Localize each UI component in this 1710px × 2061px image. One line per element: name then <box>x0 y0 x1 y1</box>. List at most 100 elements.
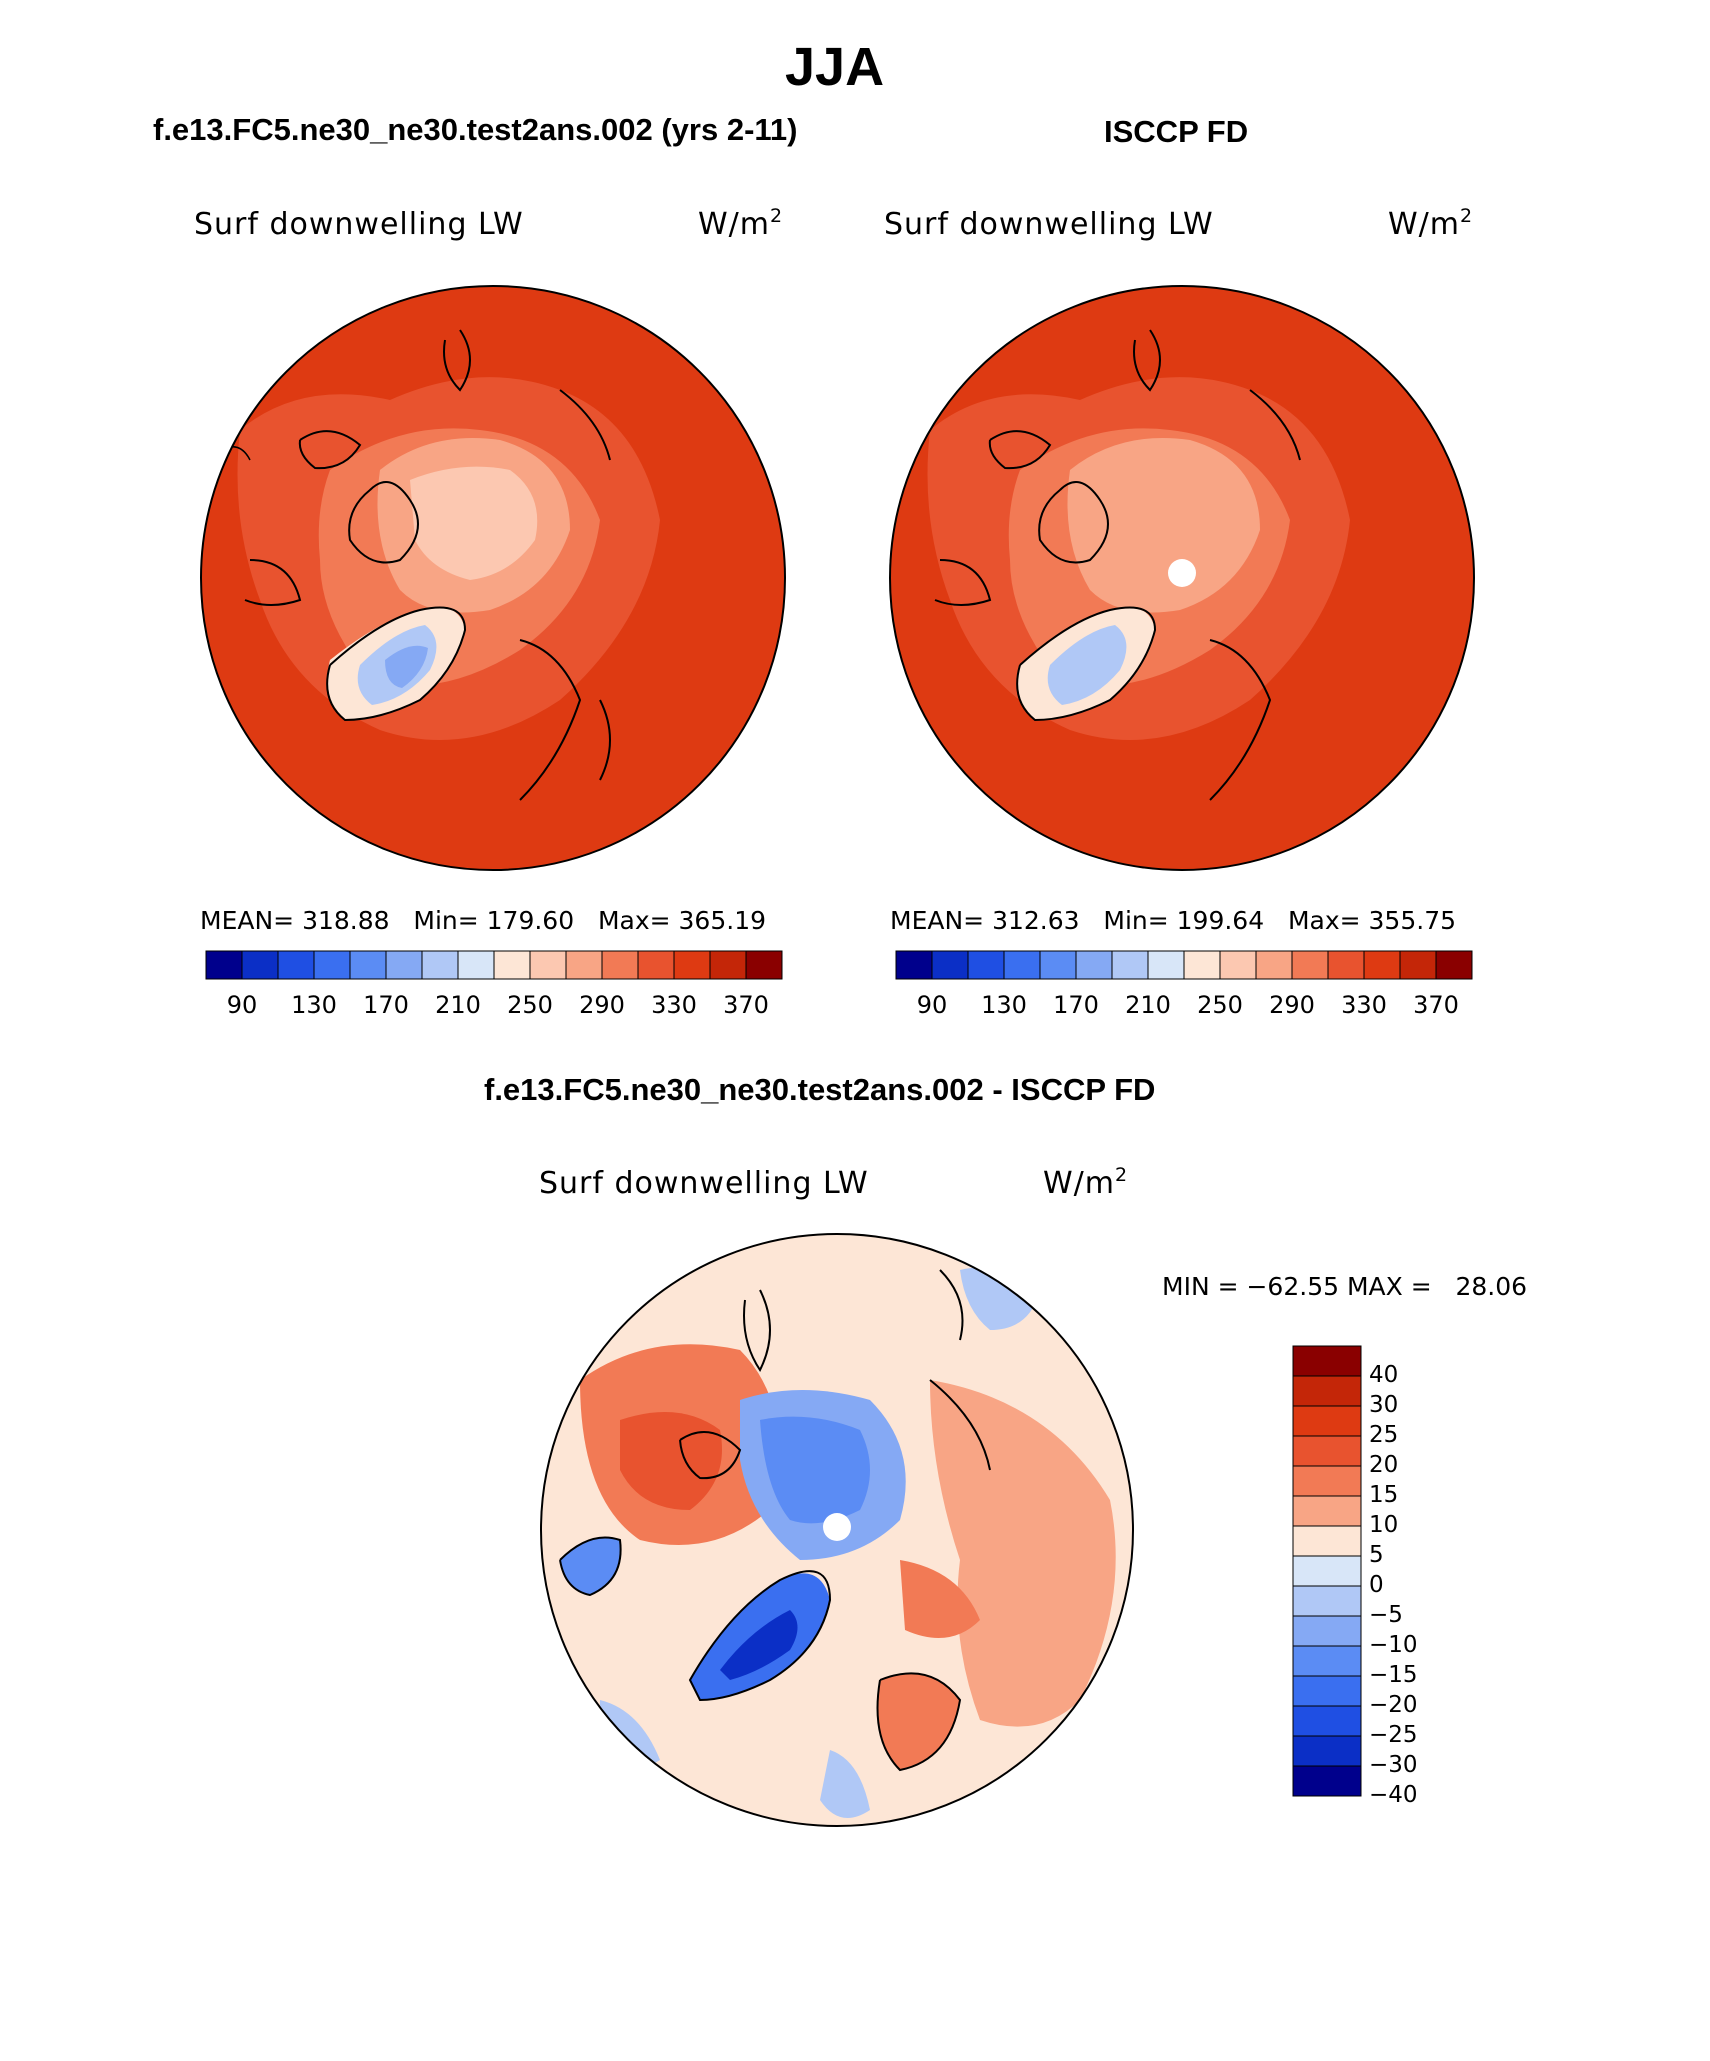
colorbar-tick-label: 210 <box>435 991 481 1019</box>
colorbar-cell <box>1292 1345 1362 1377</box>
colorbar-cell <box>1292 1645 1362 1677</box>
colorbar-tick-label: 250 <box>1197 991 1243 1019</box>
colorbar-cell <box>1183 950 1221 980</box>
colorbar-tick-label: 250 <box>507 991 553 1019</box>
colorbar-cell <box>637 950 675 980</box>
colorbar-cell <box>1075 950 1113 980</box>
colorbar-2 <box>895 950 1473 980</box>
panel1-variable: Surf downwelling LW <box>194 207 524 242</box>
colorbar-tick-label: 5 <box>1369 1542 1384 1568</box>
panel2-units: W/m2 <box>1388 205 1474 242</box>
colorbar-cell <box>1003 950 1041 980</box>
colorbar-cell <box>493 950 531 980</box>
figure-title: JJA <box>785 37 885 97</box>
colorbar-cell <box>895 950 933 980</box>
colorbar-tick-label: −10 <box>1369 1632 1418 1658</box>
colorbar-cell <box>673 950 711 980</box>
colorbar-cell <box>967 950 1005 980</box>
colorbar-tick-label: −20 <box>1369 1692 1418 1718</box>
colorbar-tick-label: −15 <box>1369 1662 1418 1688</box>
colorbar-tick-label: 90 <box>226 991 258 1019</box>
colorbar-tick-label: 10 <box>1369 1512 1399 1538</box>
colorbar-cell <box>1219 950 1257 980</box>
colorbar-cell <box>1292 1735 1362 1767</box>
colorbar-cell <box>709 950 747 980</box>
colorbar-tick-label: 370 <box>1413 991 1459 1019</box>
colorbar-cell <box>745 950 783 980</box>
colorbar-tick-label: −30 <box>1369 1752 1418 1778</box>
colorbar-tick-label: 30 <box>1369 1392 1399 1418</box>
colorbar-cell <box>601 950 639 980</box>
colorbar-cell <box>1291 950 1329 980</box>
colorbar-cell <box>529 950 567 980</box>
colorbar-tick-label: 0 <box>1369 1572 1384 1598</box>
right-panel-header: ISCCP FD <box>1104 114 1249 149</box>
panel3-map <box>540 1233 1134 1827</box>
diff-panel-header: f.e13.FC5.ne30_ne30.test2ans.002 - ISCCP… <box>484 1072 1156 1107</box>
colorbar-cell <box>1292 1585 1362 1617</box>
colorbar-cell <box>1292 1765 1362 1797</box>
colorbar-cell <box>1435 950 1473 980</box>
colorbar-cell <box>1327 950 1365 980</box>
panel3-stats: MIN = −62.55 MAX = 28.06 <box>1162 1272 1528 1301</box>
panel2-map <box>889 285 1475 871</box>
colorbar-tick-label: 90 <box>916 991 948 1019</box>
colorbar-cell <box>565 950 603 980</box>
colorbar-cell <box>385 950 423 980</box>
colorbar-cell <box>931 950 969 980</box>
colorbar-tick-label: 25 <box>1369 1422 1399 1448</box>
colorbar-tick-label: −5 <box>1369 1602 1403 1628</box>
panel1-units: W/m2 <box>698 205 784 242</box>
colorbar-cell <box>1399 950 1437 980</box>
colorbar-tick-label: 330 <box>1341 991 1387 1019</box>
colorbar-tick-label: 290 <box>1269 991 1315 1019</box>
colorbar-cell <box>205 950 243 980</box>
colorbar-cell <box>241 950 279 980</box>
panel1-stats: MEAN= 318.88 Min= 179.60 Max= 365.19 <box>200 906 767 935</box>
colorbar-cell <box>1292 1435 1362 1467</box>
colorbar-tick-label: 40 <box>1369 1362 1399 1388</box>
colorbar-cell <box>349 950 387 980</box>
colorbar-cell <box>457 950 495 980</box>
colorbar-cell <box>1111 950 1149 980</box>
colorbar-tick-label: 15 <box>1369 1482 1399 1508</box>
colorbar-cell <box>1292 1405 1362 1437</box>
colorbar-cell <box>1292 1495 1362 1527</box>
colorbar-tick-label: 170 <box>363 991 409 1019</box>
colorbar-3 <box>1292 1345 1362 1797</box>
colorbar-tick-label: 130 <box>981 991 1027 1019</box>
colorbar-cell <box>277 950 315 980</box>
colorbar-cell <box>313 950 351 980</box>
colorbar-cell <box>1292 1615 1362 1647</box>
colorbar-cell <box>1363 950 1401 980</box>
colorbar-tick-label: 290 <box>579 991 625 1019</box>
colorbar-tick-label: 330 <box>651 991 697 1019</box>
colorbar-cell <box>1292 1555 1362 1587</box>
colorbar-tick-label: 130 <box>291 991 337 1019</box>
colorbar-tick-label: −40 <box>1369 1782 1418 1808</box>
colorbar-tick-label: −25 <box>1369 1722 1418 1748</box>
panel3-variable: Surf downwelling LW <box>539 1166 869 1201</box>
colorbar-tick-label: 170 <box>1053 991 1099 1019</box>
colorbar-cell <box>1292 1675 1362 1707</box>
colorbar-cell <box>1039 950 1077 980</box>
colorbar-cell <box>1255 950 1293 980</box>
panel2-stats: MEAN= 312.63 Min= 199.64 Max= 355.75 <box>890 906 1457 935</box>
panel1-map <box>200 285 786 871</box>
colorbar-cell <box>1292 1705 1362 1737</box>
colorbar-cell <box>1292 1465 1362 1497</box>
colorbar-cell <box>1292 1525 1362 1557</box>
colorbar-tick-label: 210 <box>1125 991 1171 1019</box>
colorbar-1 <box>205 950 783 980</box>
panel2-pole-hole <box>1168 559 1196 587</box>
colorbar-tick-label: 20 <box>1369 1452 1399 1478</box>
panel2-variable: Surf downwelling LW <box>884 207 1214 242</box>
left-panel-header: f.e13.FC5.ne30_ne30.test2ans.002 (yrs 2-… <box>153 112 798 147</box>
colorbar-cell <box>1147 950 1185 980</box>
panel3-pole-hole <box>823 1513 851 1541</box>
colorbar-tick-label: 370 <box>723 991 769 1019</box>
colorbar-cell <box>1292 1375 1362 1407</box>
colorbar-cell <box>421 950 459 980</box>
panel3-units: W/m2 <box>1043 1164 1129 1201</box>
